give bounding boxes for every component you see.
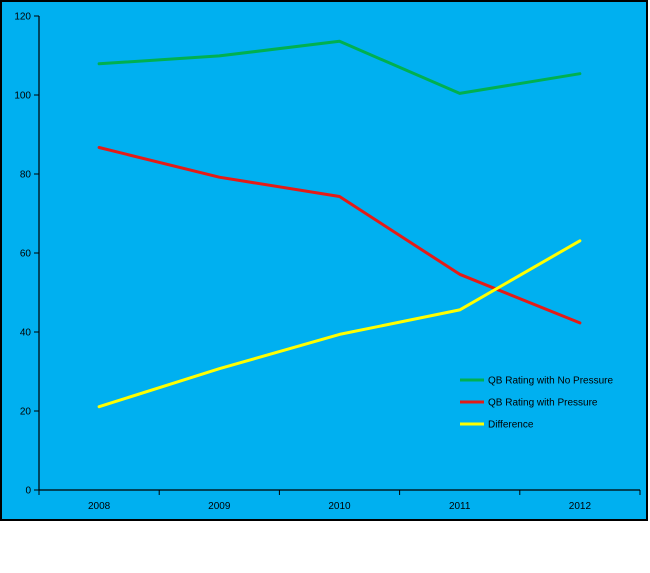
y-tick-label: 80 (20, 170, 32, 181)
y-tick-label: 60 (20, 249, 32, 260)
x-tick-label: 2008 (88, 501, 111, 512)
chart-frame: 0 20 40 60 80 100 120 2008 2009 2010 2011 2012 QB R… (0, 0, 648, 521)
series-line-1 (97, 39, 582, 95)
axes: 0 20 40 60 80 100 120 2008 2009 2010 2011 2012 (14, 12, 641, 512)
y-tick-label: 20 (20, 407, 32, 418)
series-line-2 (97, 146, 582, 325)
series-lines (97, 39, 582, 409)
legend: QB Rating with No Pressure QB Rating with… (460, 376, 613, 431)
y-tick-label: 40 (20, 328, 32, 339)
y-tick-label: 100 (14, 91, 31, 102)
y-tick-label: 0 (25, 486, 31, 497)
legend-label: QB Rating with Pressure (488, 398, 598, 409)
legend-label: Difference (488, 420, 534, 431)
x-tick-label: 2010 (328, 501, 351, 512)
y-tick-label: 120 (14, 12, 31, 23)
legend-label: QB Rating with No Pressure (488, 376, 613, 387)
x-tick-label: 2009 (208, 501, 231, 512)
x-tick-label: 2012 (569, 501, 592, 512)
line-chart: 0 20 40 60 80 100 120 2008 2009 2010 2011 2012 QB R… (2, 2, 646, 519)
chart-background (2, 2, 646, 519)
x-tick-label: 2011 (449, 501, 471, 512)
series-line-3 (97, 239, 582, 409)
